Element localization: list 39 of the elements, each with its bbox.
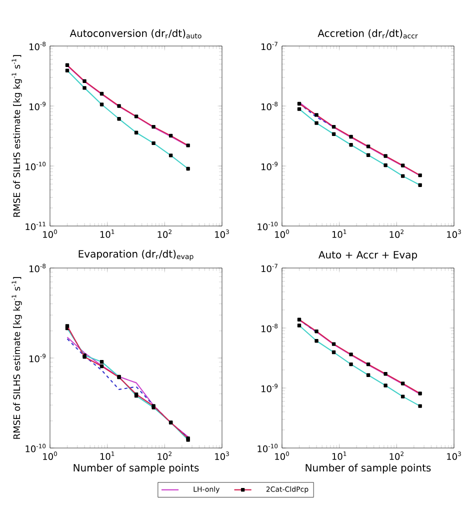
x-tick-label: 10$^{3}$ xyxy=(447,230,461,238)
y-tick-label: 10$^{-8}$ xyxy=(262,324,278,332)
x-tick-label: 10$^{2}$ xyxy=(390,230,404,238)
x-tick-label: 10$^{3}$ xyxy=(215,230,229,238)
chart-title: Accretion (dr$_{r}$/dt)$_{accr}$ xyxy=(318,29,418,38)
y-tick-label: 10$^{-11}$ xyxy=(26,222,46,230)
x-tick-label: 10$^{1}$ xyxy=(100,452,114,460)
x-tick-label: 10$^{2}$ xyxy=(158,230,172,238)
y-axis-title: RMSE of SILHS estimate [kg kg$^{-1}$ s$^{-1}$] xyxy=(12,55,22,217)
x-tick-label: 10$^{3}$ xyxy=(215,452,229,460)
y-tick-label: 10$^{-8}$ xyxy=(30,42,46,50)
x-tick-label: 10$^{1}$ xyxy=(332,452,346,460)
y-tick-label: 10$^{-10}$ xyxy=(26,162,46,170)
x-tick-label: 10$^{1}$ xyxy=(100,230,114,238)
chart-title: Autoconversion (dr$_{r}$/dt)$_{auto}$ xyxy=(70,29,202,38)
y-tick-label: 10$^{-10}$ xyxy=(258,444,278,452)
x-tick-label: 10$^{3}$ xyxy=(447,452,461,460)
chart-title: Evaporation (dr$_{r}$/dt)$_{evap}$ xyxy=(78,250,194,260)
y-tick-label: 10$^{-7}$ xyxy=(262,264,278,272)
x-tick-label: 10$^{0}$ xyxy=(275,230,289,238)
y-tick-label: 10$^{-9}$ xyxy=(262,384,278,392)
x-axis-title: Number of sample points xyxy=(74,464,199,474)
x-tick-label: 10$^{1}$ xyxy=(332,230,346,238)
x-tick-label: 10$^{2}$ xyxy=(158,452,172,460)
x-tick-label: 10$^{0}$ xyxy=(43,452,57,460)
y-tick-label: 10$^{-10}$ xyxy=(258,222,278,230)
y-tick-label: 10$^{-10}$ xyxy=(26,444,46,452)
y-tick-label: 10$^{-9}$ xyxy=(262,162,278,170)
y-axis-title: RMSE of SILHS estimate [kg kg$^{-1}$ s$^{-1}$] xyxy=(12,277,22,439)
chart-title: Auto + Accr + Evap xyxy=(318,251,418,260)
x-tick-label: 10$^{0}$ xyxy=(275,452,289,460)
x-axis-title: Number of sample points xyxy=(306,464,431,474)
y-tick-label: 10$^{-9}$ xyxy=(30,354,46,362)
y-tick-label: 10$^{-9}$ xyxy=(30,102,46,110)
y-tick-label: 10$^{-8}$ xyxy=(30,264,46,272)
y-tick-label: 10$^{-7}$ xyxy=(262,42,278,50)
y-tick-label: 10$^{-8}$ xyxy=(262,102,278,110)
x-tick-label: 10$^{0}$ xyxy=(43,230,57,238)
x-tick-label: 10$^{2}$ xyxy=(390,452,404,460)
